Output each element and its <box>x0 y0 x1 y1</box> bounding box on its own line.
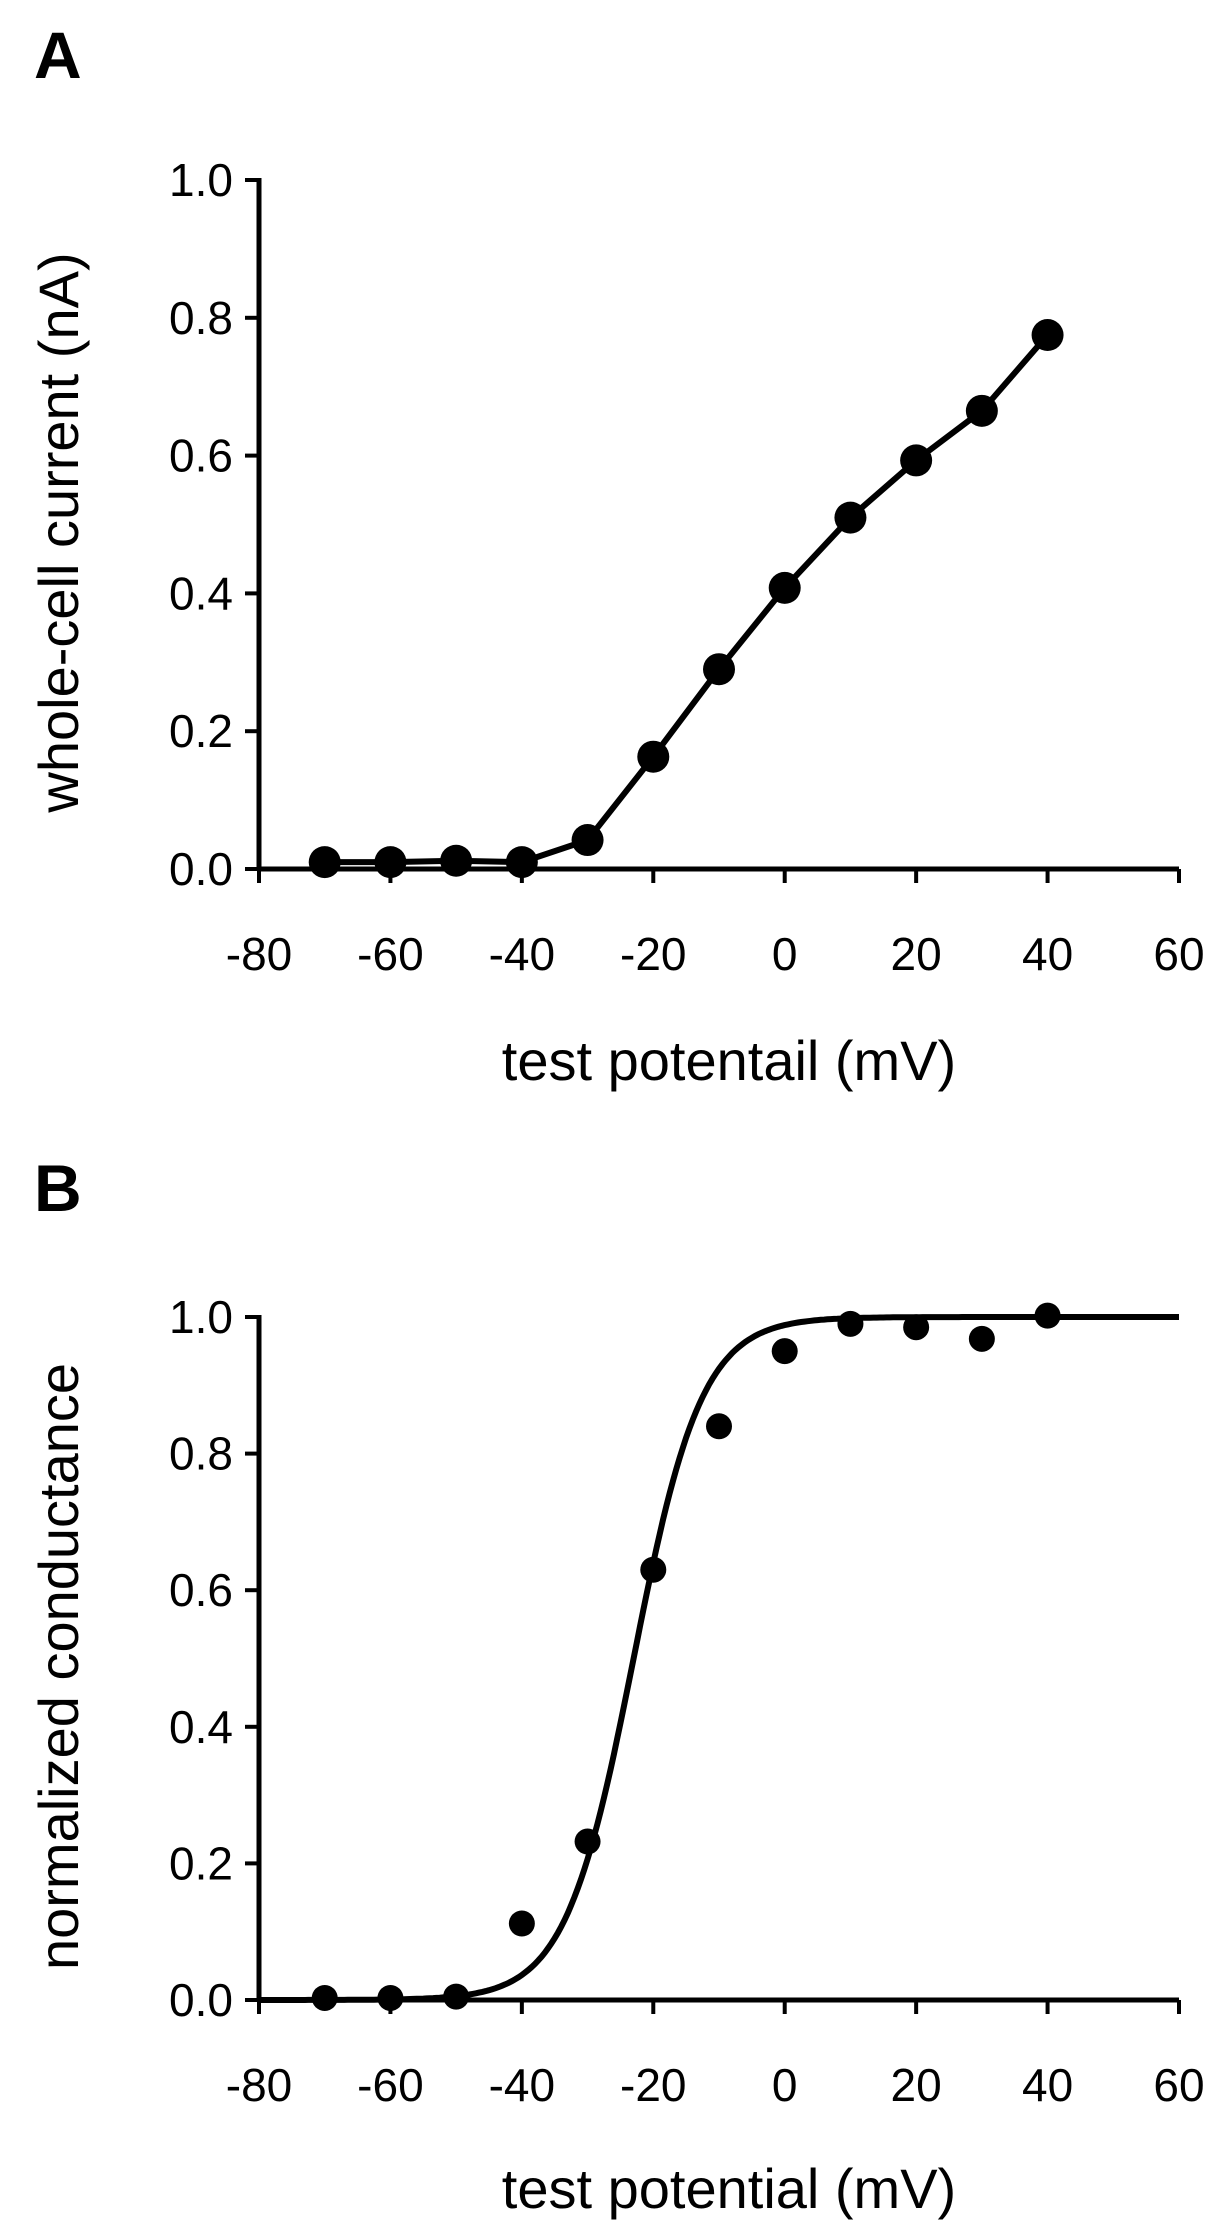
panel-a-ticks: -80 -60 -40 -20 0 20 40 60 0.0 0.2 0.4 0.6 0.8 1.0 <box>169 154 1205 980</box>
panel-a-data-point <box>703 653 735 686</box>
panel-a-y-axis-label: whole-cell current (nA) <box>27 252 90 813</box>
panel-a-y-tick-label: 1.0 <box>169 154 233 206</box>
panel-a-data-point <box>571 824 604 857</box>
panel-a-x-tick-label: 60 <box>1153 928 1204 980</box>
panel-a-marks <box>308 319 1064 879</box>
panel-a-series-line <box>324 333 1050 866</box>
panel-b-data-point <box>771 1338 798 1365</box>
panel-a-y-tick-label: 0.2 <box>169 705 233 757</box>
panel-b-y-tick-label: 0.6 <box>169 1564 233 1616</box>
panel-b-y-tick-label: 0.0 <box>169 1974 233 2026</box>
panel-b-x-tick-label: 20 <box>891 2059 942 2111</box>
panel-b-data-point <box>968 1325 995 1352</box>
panel-a-data-point <box>1031 319 1064 352</box>
panel-b-chart: B -80 -60 -40 -20 0 20 40 600.00.20.40.60.81.0 … <box>27 1151 1205 2220</box>
panel-a-y-tick-label: 0.8 <box>169 292 233 344</box>
panel-a-x-tick-label: -40 <box>489 928 555 980</box>
panel-b-y-tick-label: 0.2 <box>169 1837 233 1889</box>
panel-a-label: A <box>34 18 82 92</box>
panel-a-x-tick-label: -80 <box>226 928 292 980</box>
panel-b-x-tick-label: -20 <box>620 2059 686 2111</box>
panel-b-data-point <box>903 1314 930 1341</box>
panel-a-x-tick-label: 0 <box>772 928 798 980</box>
panel-b-y-tick-label: 0.8 <box>169 1428 233 1480</box>
panel-a-data-point <box>308 846 341 879</box>
panel-b-x-tick-label: -40 <box>489 2059 555 2111</box>
panel-a-x-tick-label: 20 <box>891 928 942 980</box>
panel-b-data-point <box>706 1413 732 1440</box>
panel-a-data-point <box>965 394 998 427</box>
panel-b-ticks: -80 -60 -40 -20 0 20 40 60 0.0 0.2 0.4 0.6 0.8 1.0 <box>169 1291 1205 2111</box>
panel-a-data-point <box>440 844 473 877</box>
panel-a-data-point <box>374 846 407 879</box>
panel-a-data-point <box>505 846 538 879</box>
panel-b-label: B <box>34 1151 82 1225</box>
panel-a-x-tick-label: -60 <box>357 928 423 980</box>
panel-a-chart: A -80 -60 -40 -20 0 20 40 600.00.20.40.60.81.0 … <box>27 18 1205 1092</box>
panel-a-y-tick-label: 0.6 <box>169 430 233 482</box>
panel-b-x-tick-label: 0 <box>772 2059 798 2111</box>
panel-b-y-tick-label: 1.0 <box>169 1291 233 1343</box>
panel-b-x-tick-label: -60 <box>357 2059 423 2111</box>
panel-a-axes <box>256 178 1179 872</box>
panel-a-x-axis-label: test potentail (mV) <box>502 1029 956 1092</box>
panel-a-y-tick-label: 0.0 <box>169 843 233 895</box>
panel-b-data-point <box>508 1910 535 1937</box>
panel-b-fit-curve <box>259 1314 1179 2003</box>
panel-b-marks <box>259 1302 1179 2011</box>
panel-a-y-tick-label: 0.4 <box>169 567 233 619</box>
panel-a-data-point <box>900 444 933 477</box>
panel-a-x-tick-label: 40 <box>1022 928 1073 980</box>
panel-b-x-tick-label: -80 <box>226 2059 292 2111</box>
panel-b-x-axis-label: test potential (mV) <box>502 2157 956 2220</box>
panel-b-x-tick-label: 40 <box>1022 2059 1073 2111</box>
panel-a-data-point <box>834 501 867 534</box>
panel-b-y-axis-label: normalized conductance <box>27 1363 90 1970</box>
panel-a-data-point <box>637 740 670 773</box>
panel-b-y-tick-label: 0.4 <box>169 1701 233 1753</box>
panel-a-data-point <box>768 571 801 604</box>
panel-b-x-tick-label: 60 <box>1153 2059 1204 2111</box>
panel-a-x-tick-label: -20 <box>620 928 686 980</box>
panel-b-data-point <box>837 1310 864 1337</box>
